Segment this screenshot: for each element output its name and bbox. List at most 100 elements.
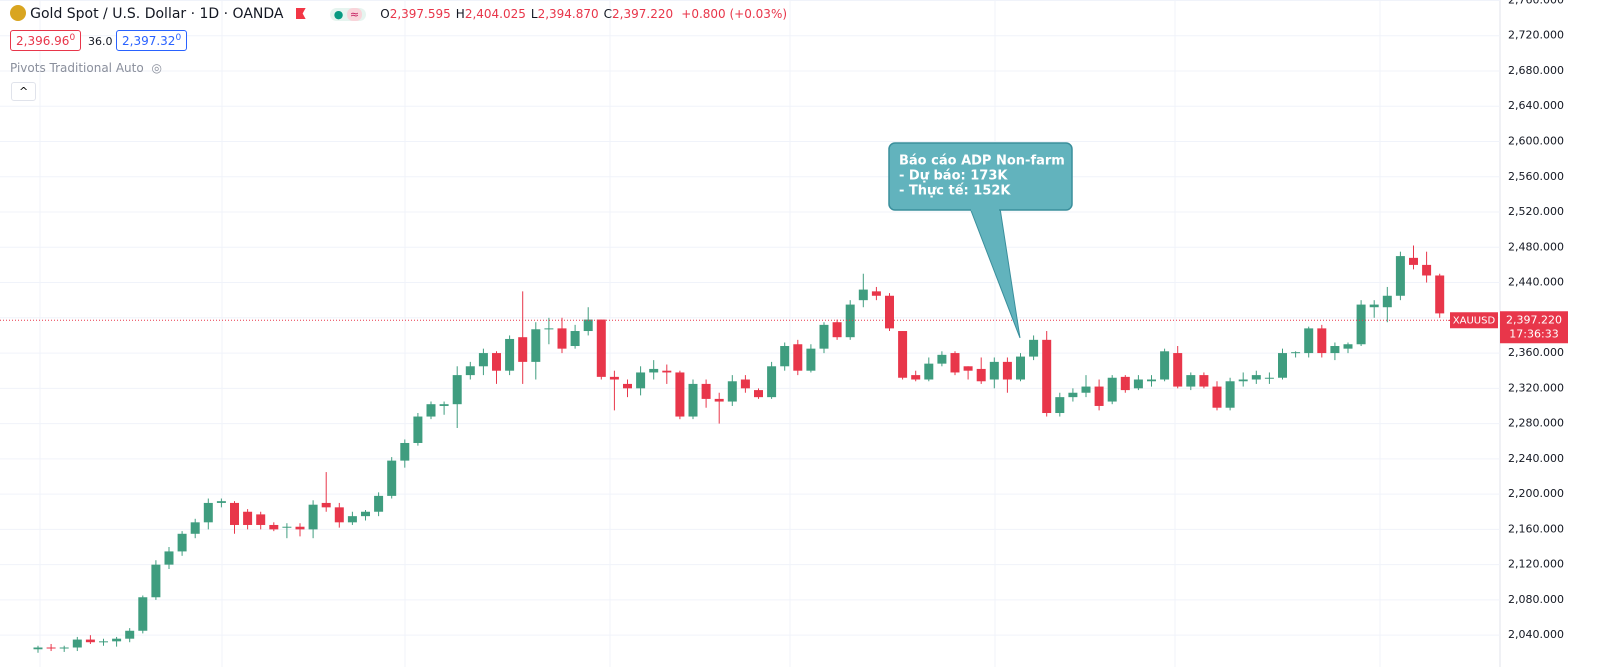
bid: 2,396.96	[16, 34, 70, 48]
collapse-button[interactable]: ^	[11, 82, 37, 101]
candle-body	[937, 354, 947, 364]
eye-icon[interactable]: ◎	[151, 61, 162, 75]
indicator[interactable]: Pivots Traditional Auto ◎	[10, 61, 162, 75]
candle-body	[112, 638, 122, 642]
ask: 2,397.32	[122, 34, 176, 48]
ask-button[interactable]: 2,397.320	[116, 30, 188, 51]
y-tick-label: 2,640.000	[1508, 99, 1564, 112]
y-tick-label: 2,200.000	[1508, 487, 1564, 500]
y-tick-label: 2,320.000	[1508, 381, 1564, 394]
bid-sup: 0	[69, 33, 76, 43]
candle-body	[203, 502, 213, 523]
symbol-tag-label: XAUUSD	[1453, 315, 1496, 326]
candle-body	[609, 376, 619, 380]
ohlc-key: O	[380, 7, 390, 21]
candle-body	[334, 507, 344, 523]
candle-body	[1382, 295, 1392, 308]
symbol-row[interactable]: Gold Spot / U.S. Dollar · 1D · OANDA ● ≈…	[10, 5, 787, 22]
candle-body	[1120, 376, 1130, 391]
candle-body	[164, 551, 174, 565]
candle-body	[190, 522, 200, 534]
bid-button[interactable]: 2,396.960	[10, 30, 82, 51]
candle-body	[46, 647, 56, 649]
candle-body	[649, 368, 659, 373]
price-tag-label: 2,397.220	[1506, 313, 1562, 326]
ohlc-key: C	[603, 7, 613, 21]
candle-body	[1251, 375, 1261, 380]
candle-body	[1225, 381, 1235, 408]
ohlc-key: L	[530, 7, 538, 21]
candle-body	[1199, 375, 1209, 387]
candle-body	[1016, 356, 1025, 380]
candle-body	[426, 404, 436, 417]
y-tick-label: 2,480.000	[1508, 240, 1564, 253]
candle-body	[1409, 257, 1418, 265]
candle-body	[1147, 379, 1156, 382]
ohlc-value: 2,394.870	[537, 7, 599, 21]
candle-body	[583, 319, 593, 332]
candle-body	[911, 375, 921, 380]
y-tick-label: 2,720.000	[1508, 29, 1564, 42]
candle-body	[230, 502, 239, 525]
indicator-name: Pivots Traditional Auto	[10, 61, 144, 75]
candle-body	[1422, 264, 1432, 276]
candle-body	[256, 514, 266, 525]
candle-body	[989, 361, 999, 380]
y-tick-label: 2,360.000	[1508, 346, 1564, 359]
candle-body	[1264, 377, 1274, 379]
candle-body	[1317, 328, 1327, 354]
candle-body	[33, 647, 43, 650]
candle-body	[871, 291, 881, 296]
candle-body	[596, 319, 606, 377]
status-pill[interactable]: ● ≈	[329, 8, 367, 21]
candle-body	[1055, 397, 1065, 414]
callout-join	[971, 205, 999, 211]
ohlc-value: 2,397.595	[389, 7, 451, 21]
candle-body	[1356, 304, 1366, 345]
candle-body	[518, 337, 528, 362]
candle-body	[72, 639, 82, 648]
candle-body	[531, 329, 541, 362]
candle-body	[557, 328, 567, 349]
candle-body	[216, 501, 226, 503]
candle-body	[243, 511, 253, 525]
candle-body	[1330, 346, 1340, 354]
flag-icon[interactable]	[295, 8, 306, 19]
candle-body	[976, 368, 986, 382]
ohlc: O2,397.595 H2,404.025 L2,394.870 C2,397.220	[380, 7, 673, 21]
candle-body	[269, 524, 279, 530]
candle-body	[321, 502, 331, 508]
symbol-icon	[10, 5, 26, 21]
candle-body	[295, 526, 305, 530]
candle-body	[387, 460, 397, 496]
candle-body	[832, 322, 842, 338]
candle-body	[924, 363, 934, 380]
candle-body	[1212, 386, 1222, 408]
candle-body	[898, 331, 908, 378]
callout-text: - Thực tế: 152K	[899, 184, 1011, 199]
candle-body	[714, 398, 724, 402]
candle-body	[282, 526, 292, 528]
candle-body	[780, 346, 790, 367]
ohlc-value: 2,397.220	[612, 7, 674, 21]
candle-body	[845, 304, 855, 338]
candle-body	[347, 516, 357, 523]
ohlc-key: H	[455, 7, 465, 21]
candle-body	[793, 344, 803, 371]
candle-body	[125, 630, 135, 639]
candle-body	[1042, 339, 1052, 414]
y-tick-label: 2,120.000	[1508, 558, 1564, 571]
ask-sup: 0	[175, 33, 182, 43]
candle-body	[544, 328, 554, 330]
candle-body	[767, 366, 777, 398]
candle-body	[1094, 386, 1104, 406]
candle-body	[1186, 375, 1196, 387]
y-tick-label: 2,040.000	[1508, 628, 1564, 641]
y-tick-label: 2,440.000	[1508, 276, 1564, 289]
y-tick-label: 2,680.000	[1508, 64, 1564, 77]
candle-body	[1133, 379, 1143, 389]
candle-body	[740, 379, 750, 389]
candle-body	[1304, 328, 1314, 354]
candle-body	[400, 442, 410, 461]
